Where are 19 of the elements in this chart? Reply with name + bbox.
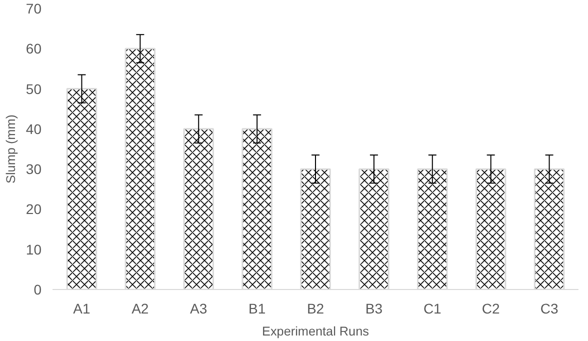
x-tick-label: C3 [540,300,558,316]
y-tick-label: 10 [26,241,42,258]
x-tick-label: C1 [423,300,442,316]
y-tick-label: 60 [26,40,42,57]
x-tick-label: A2 [132,300,149,316]
y-tick-label: 0 [34,282,42,298]
x-tick-label: B3 [365,300,383,316]
x-tick-label: B2 [306,300,324,316]
y-axis-title: Slump (mm) [4,114,18,184]
x-axis-title: Experimental Runs [262,324,369,338]
y-tick-label: 20 [26,201,42,218]
x-tick-label: A1 [73,300,90,316]
x-tick-label: A3 [190,300,208,316]
y-tick-label: 70 [26,0,42,16]
x-tick-label: C2 [482,300,500,316]
y-tick-label: 50 [26,80,42,97]
x-tick-label: B1 [248,300,266,316]
y-tick-label: 40 [26,120,42,137]
y-tick-label: 30 [26,161,42,178]
